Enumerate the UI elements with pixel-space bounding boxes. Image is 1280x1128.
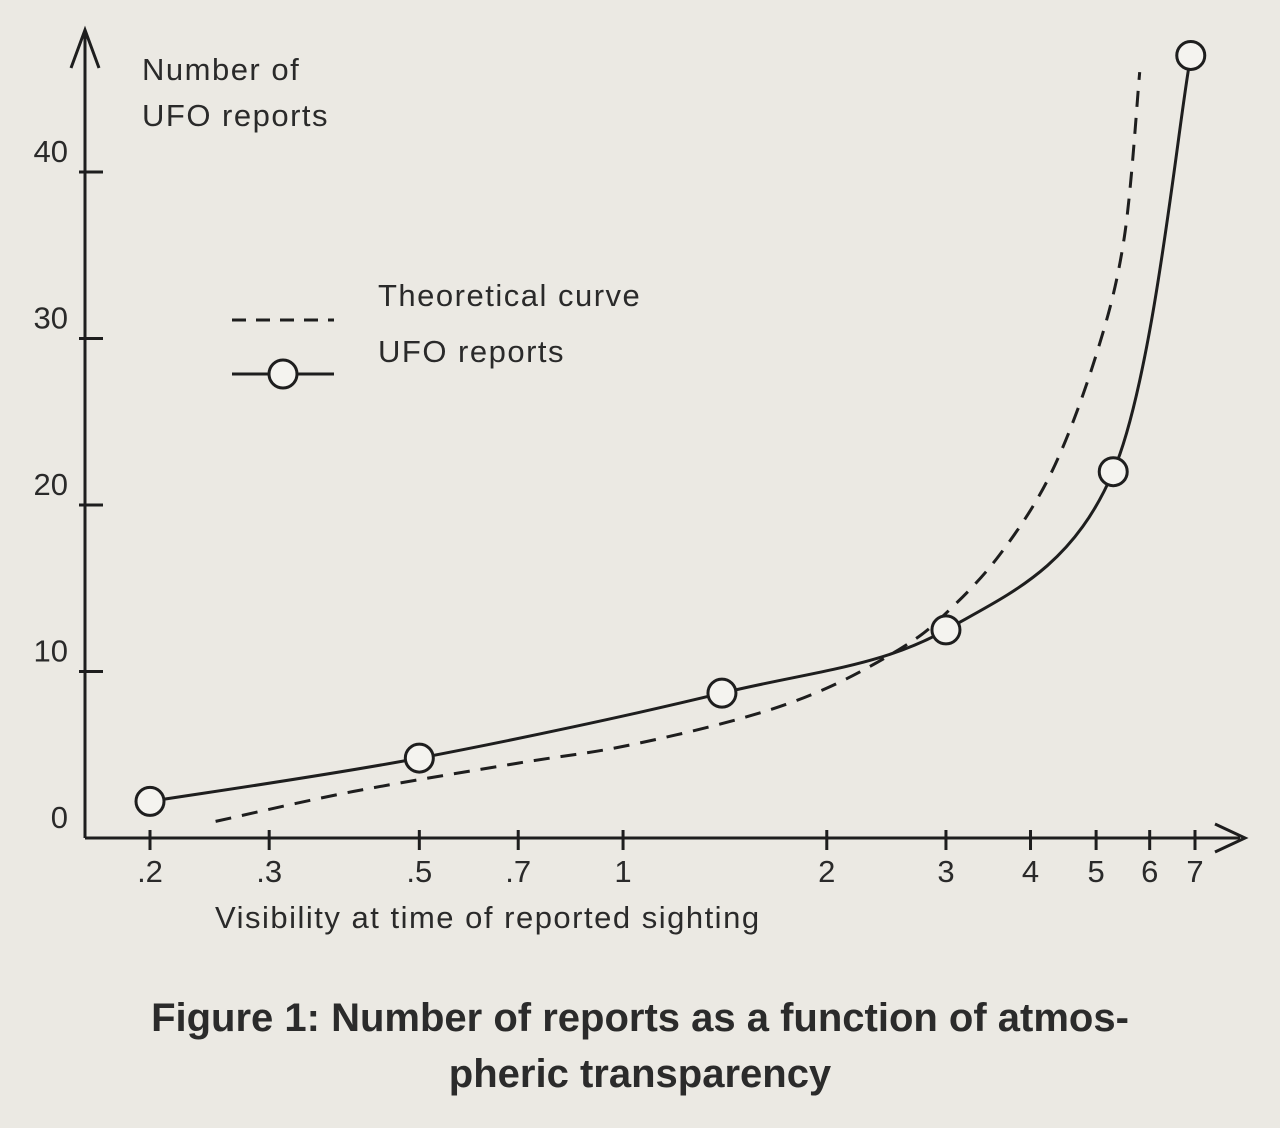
caption-line-1: Figure 1: Number of reports as a functio… [151,996,1129,1040]
x-ticks: .2 .3 .5 .7 1 2 3 4 5 6 7 [137,830,1204,889]
x-tick-label: 5 [1087,854,1104,889]
y-ticks: 0 10 20 30 40 [34,134,103,835]
y-tick-label: 20 [34,467,68,502]
legend: Theoretical curve UFO reports [232,278,641,390]
y-tick-label: 10 [34,634,68,669]
ufo-report-point [134,785,166,817]
x-tick-label: .2 [137,854,163,889]
figure-caption: Figure 1: Number of reports as a functio… [0,990,1280,1102]
x-tick-label: 4 [1022,854,1039,889]
x-axis-label: Visibility at time of reported sighting [215,900,761,935]
legend-label-ufo-reports: UFO reports [378,334,565,369]
x-tick-label: 3 [937,854,954,889]
series-layer [134,39,1207,823]
y-tick-label: 30 [34,301,68,336]
x-axis-arrow [1214,822,1249,854]
ufo-report-point [403,742,435,774]
chart: .2 .3 .5 .7 1 2 3 4 5 6 7 0 10 20 30 40 Number of UFO … [34,25,1249,935]
ufo-reports-line [149,55,1193,803]
ufo-report-point [1175,39,1207,71]
y-axis-arrow [69,25,101,69]
axes [69,25,1249,854]
y-axis-label-line2: UFO reports [142,98,329,133]
ufo-report-point [930,614,962,646]
x-tick-label: 1 [614,854,631,889]
ufo-report-point [1097,456,1129,488]
x-tick-label: 6 [1141,854,1158,889]
y-tick-label: 0 [51,800,68,835]
legend-marker [267,358,299,390]
x-tick-label: 7 [1186,854,1203,889]
legend-label-theoretical: Theoretical curve [378,278,641,313]
theoretical-curve-line [215,71,1142,823]
y-axis-label-line1: Number of [142,52,300,87]
x-tick-label: .7 [505,854,531,889]
ufo-report-point [706,677,738,709]
y-tick-label: 40 [34,134,68,169]
x-tick-label: 2 [818,854,835,889]
x-tick-label: .3 [256,854,282,889]
caption-line-2: pheric transparency [448,1052,832,1096]
x-tick-label: .5 [406,854,432,889]
